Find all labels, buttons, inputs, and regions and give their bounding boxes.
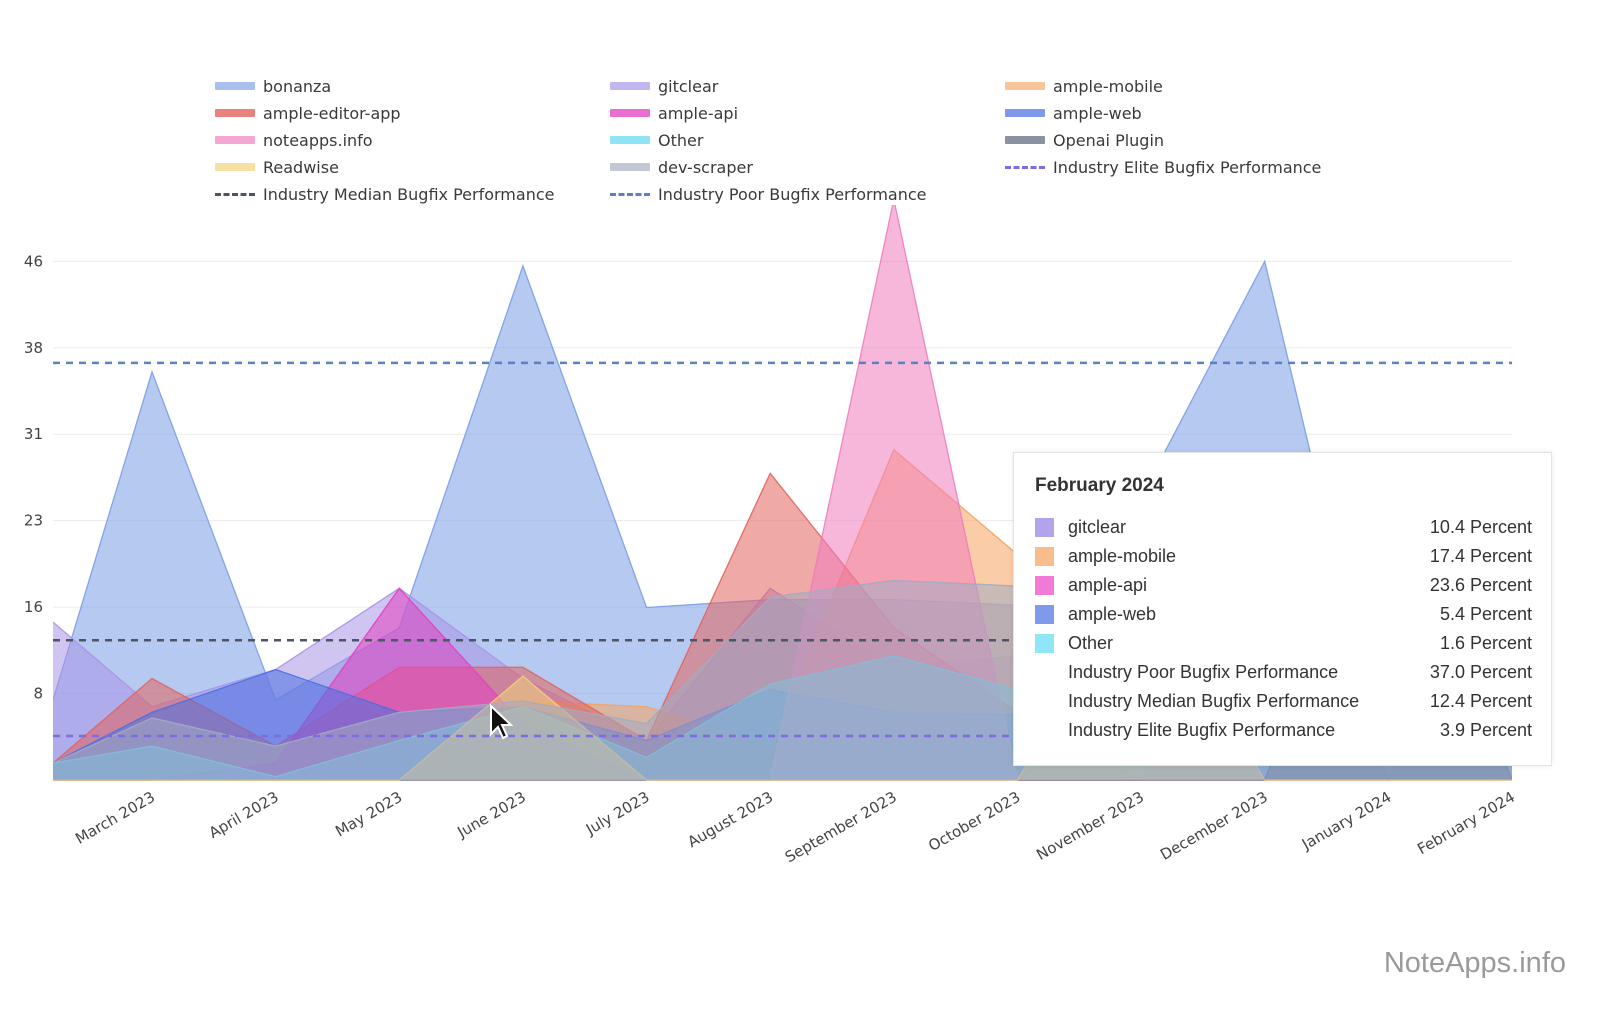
legend-swatch xyxy=(215,136,255,144)
tooltip-series-value: 10.4 Percent xyxy=(1429,516,1532,537)
legend-swatch xyxy=(1005,109,1045,117)
y-tick-label: 8 xyxy=(33,685,43,703)
watermark: NoteApps.info xyxy=(1383,947,1566,979)
tooltip-series-name: gitclear xyxy=(1068,516,1127,537)
legend-swatch xyxy=(610,163,650,171)
legend-swatch xyxy=(610,109,650,117)
legend-swatch xyxy=(610,136,650,144)
legend-label: Industry Poor Bugfix Performance xyxy=(658,184,927,204)
tooltip-row: ample-api 23.6 Percent xyxy=(1035,573,1532,597)
x-tick-label: August 2023 xyxy=(685,788,777,851)
tooltip-series-name: ample-web xyxy=(1068,603,1157,624)
legend-label: ample-web xyxy=(1053,103,1142,123)
x-tick-label: May 2023 xyxy=(332,788,405,841)
x-tick-label: June 2023 xyxy=(454,788,529,842)
legend-label: bonanza xyxy=(263,76,332,96)
legend-item[interactable]: Industry Elite Bugfix Performance xyxy=(1005,155,1321,179)
legend-swatch xyxy=(610,82,650,90)
legend-swatch xyxy=(215,109,255,117)
tooltip-series-name: ample-mobile xyxy=(1068,545,1177,566)
legend-swatch xyxy=(1005,82,1045,90)
tooltip-series-name: ample-api xyxy=(1068,574,1148,595)
x-tick-label: November 2023 xyxy=(1033,788,1147,864)
tooltip-row: ample-mobile 17.4 Percent xyxy=(1035,544,1532,568)
legend-item[interactable]: gitclear xyxy=(610,74,718,98)
tooltip-series-name: Industry Median Bugfix Performance xyxy=(1068,690,1360,711)
legend-swatch xyxy=(1005,136,1045,144)
tooltip-series-name: Industry Elite Bugfix Performance xyxy=(1068,719,1336,740)
legend-swatch xyxy=(215,82,255,90)
tooltip-row: Industry Median Bugfix Performance 12.4 P… xyxy=(1035,689,1532,713)
legend-swatch xyxy=(1005,165,1045,169)
tooltip-swatch xyxy=(1035,633,1054,653)
tooltip-title: February 2024 xyxy=(1035,475,1164,496)
legend-label: noteapps.info xyxy=(263,130,373,150)
tooltip-swatch xyxy=(1035,663,1054,682)
x-tick-label: September 2023 xyxy=(782,788,900,867)
legend-item[interactable]: ample-web xyxy=(1005,101,1142,125)
legend-item[interactable]: ample-mobile xyxy=(1005,74,1163,98)
tooltip-row: gitclear 10.4 Percent xyxy=(1035,515,1532,539)
legend-item[interactable]: Readwise xyxy=(215,155,339,179)
tooltip-swatch xyxy=(1035,692,1054,711)
tooltip-swatch xyxy=(1035,517,1054,537)
y-tick-label: 38 xyxy=(24,339,43,357)
tooltip-row: Industry Elite Bugfix Performance 3.9 Per… xyxy=(1035,718,1532,742)
x-tick-label: April 2023 xyxy=(206,788,282,842)
legend-swatch xyxy=(215,163,255,171)
legend-swatch xyxy=(215,192,255,196)
tooltip-swatch xyxy=(1035,721,1054,740)
legend-label: Readwise xyxy=(263,157,339,177)
legend-label: ample-mobile xyxy=(1053,76,1163,96)
legend-item[interactable]: ample-api xyxy=(610,101,738,125)
mouse-cursor-icon xyxy=(490,704,513,740)
tooltip-row: Industry Poor Bugfix Performance 37.0 Per… xyxy=(1035,660,1532,684)
tooltip-series-value: 3.9 Percent xyxy=(1439,719,1532,740)
tooltip-series-name: Other xyxy=(1068,632,1114,653)
legend-item[interactable]: bonanza xyxy=(215,74,331,98)
legend-item[interactable]: Other xyxy=(610,128,703,152)
x-tick-label: January 2024 xyxy=(1298,788,1394,854)
legend-item[interactable]: Industry Poor Bugfix Performance xyxy=(610,182,927,206)
y-tick-label: 16 xyxy=(24,598,43,616)
x-tick-label: February 2024 xyxy=(1414,788,1518,858)
legend-label: Other xyxy=(658,130,704,150)
tooltip-row: ample-web 5.4 Percent xyxy=(1035,602,1532,626)
legend-item[interactable]: Openai Plugin xyxy=(1005,128,1164,152)
tooltip-series-value: 5.4 Percent xyxy=(1439,603,1532,624)
tooltip-series-value: 17.4 Percent xyxy=(1429,545,1532,566)
tooltip-series-name: Industry Poor Bugfix Performance xyxy=(1068,661,1339,682)
legend-label: Openai Plugin xyxy=(1053,130,1165,150)
x-tick-label: December 2023 xyxy=(1157,788,1271,864)
legend-label: Industry Elite Bugfix Performance xyxy=(1053,157,1322,177)
legend-label: Industry Median Bugfix Performance xyxy=(263,184,555,204)
x-tick-label: March 2023 xyxy=(72,788,158,848)
tooltip-row: Other 1.6 Percent xyxy=(1035,631,1532,655)
tooltip-swatch xyxy=(1035,546,1054,566)
y-tick-label: 31 xyxy=(24,425,43,443)
y-tick-label: 23 xyxy=(24,512,43,530)
tooltip-swatch xyxy=(1035,575,1054,595)
legend-label: gitclear xyxy=(658,76,719,96)
tooltip-series-value: 1.6 Percent xyxy=(1439,632,1532,653)
legend-item[interactable]: dev-scraper xyxy=(610,155,753,179)
tooltip-swatch xyxy=(1035,604,1054,624)
x-tick-label: October 2023 xyxy=(925,788,1023,855)
y-tick-label: 46 xyxy=(24,252,43,270)
legend-swatch xyxy=(610,192,650,196)
hover-tooltip: February 2024 gitclear 10.4 Percent ample-… xyxy=(1013,452,1552,766)
legend-item[interactable]: noteapps.info xyxy=(215,128,373,152)
tooltip-series-value: 23.6 Percent xyxy=(1429,574,1532,595)
legend-label: ample-editor-app xyxy=(263,103,401,123)
legend-item[interactable]: ample-editor-app xyxy=(215,101,401,125)
legend-label: dev-scraper xyxy=(658,157,753,177)
x-tick-label: July 2023 xyxy=(582,788,652,839)
legend-label: ample-api xyxy=(658,103,739,123)
legend-item[interactable]: Industry Median Bugfix Performance xyxy=(215,182,554,206)
tooltip-series-value: 12.4 Percent xyxy=(1429,690,1532,711)
tooltip-series-value: 37.0 Percent xyxy=(1429,661,1532,682)
